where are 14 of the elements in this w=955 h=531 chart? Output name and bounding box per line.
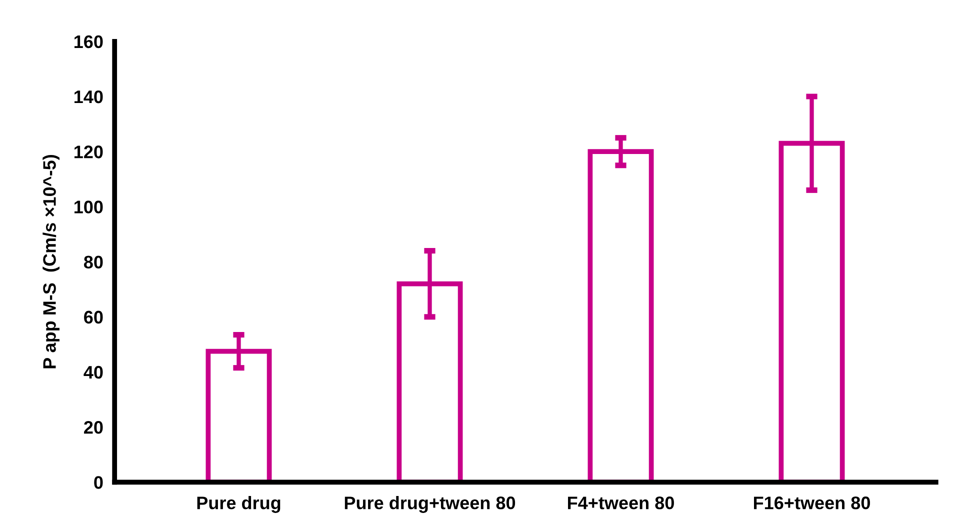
x-tick-label: F16+tween 80 — [754, 496, 870, 510]
x-tick-label: Pure drug+tween 80 — [344, 496, 516, 513]
x-tick-label: F4+tween 80 — [568, 496, 674, 510]
y-tick-label: 120 — [74, 146, 103, 158]
y-tick-label: 80 — [84, 256, 103, 269]
y-tick-label: 100 — [74, 200, 103, 214]
y-axis-title: P app M-S (Cm/s ×10^-5) — [42, 154, 60, 368]
y-tick-label: 40 — [84, 366, 103, 379]
y-tick-label: 20 — [84, 420, 103, 434]
y-tick-label: 60 — [84, 310, 103, 324]
x-tick-label: Pure drug — [197, 496, 280, 513]
y-tick-label: 0 — [94, 476, 103, 489]
y-tick-label: 160 — [74, 35, 103, 48]
y-tick-label: 140 — [74, 90, 103, 104]
